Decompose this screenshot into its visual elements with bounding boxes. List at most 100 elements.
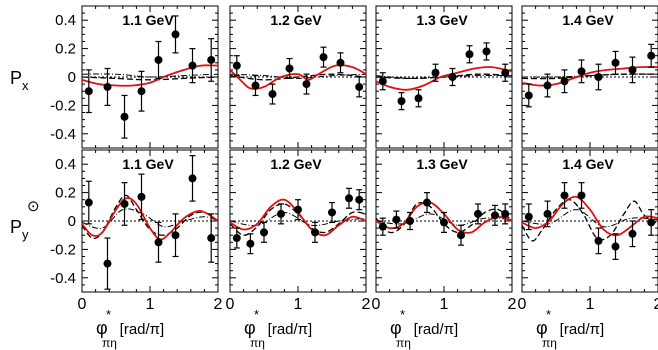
- data-point: [406, 217, 414, 225]
- data-point: [378, 222, 387, 231]
- data-point: [319, 53, 328, 62]
- panel-1-0: 1.1 GeV: [81, 149, 219, 293]
- data-point: [120, 112, 129, 121]
- x-tick-label: 1: [146, 296, 155, 313]
- data-point: [594, 236, 603, 245]
- x-tick-label: 1: [440, 296, 449, 313]
- data-point: [103, 259, 112, 268]
- data-point: [268, 90, 277, 99]
- y-tick-label: 0.2: [55, 41, 76, 58]
- y-tick-label: 0.4: [55, 12, 76, 29]
- data-point: [647, 51, 656, 60]
- data-point: [84, 87, 93, 96]
- panel-0-0: 1.1 GeV: [81, 5, 219, 149]
- data-point: [188, 61, 197, 70]
- panel-plot-area: [376, 192, 512, 246]
- data-point: [501, 68, 510, 77]
- energy-label: 1.2 GeV: [270, 12, 322, 28]
- energy-label: 1.1 GeV: [122, 12, 174, 28]
- data-point: [311, 228, 319, 237]
- panel-0-1: 1.2 GeV: [229, 5, 367, 149]
- labels-layer: 0.40.20-0.2-0.40.40.20-0.2-0.40 1 2 0 1 2 0 1 2 0…: [10, 12, 658, 350]
- data-point: [577, 191, 586, 200]
- row-label-py-symbol: ⊙: [27, 198, 40, 215]
- x-tick-label: 2: [654, 296, 658, 313]
- data-point: [524, 212, 533, 221]
- data-point: [294, 205, 302, 214]
- data-point: [431, 68, 440, 77]
- data-point: [302, 80, 311, 89]
- x-axis-label-sub: πη: [250, 336, 265, 350]
- panel-1-2: 1.3 GeV: [375, 149, 513, 293]
- model-solid-curve: [522, 66, 658, 87]
- data-point: [482, 47, 491, 56]
- x-tick-label: 2: [508, 296, 517, 313]
- data-point: [647, 218, 656, 227]
- x-axis-label-sub: πη: [542, 336, 557, 350]
- x-tick-label: 0: [518, 296, 527, 313]
- y-tick-label: 0: [68, 69, 76, 86]
- panel-plot-area: [82, 155, 218, 290]
- x-tick-label: 2: [362, 296, 371, 313]
- data-point: [246, 239, 255, 248]
- y-tick-label: -0.4: [50, 126, 76, 143]
- data-point: [543, 81, 552, 90]
- model-dash-curve: [522, 73, 658, 80]
- data-point: [336, 58, 345, 67]
- data-point: [355, 82, 364, 91]
- data-point: [285, 64, 294, 73]
- data-point: [137, 87, 146, 96]
- data-point: [355, 195, 364, 204]
- x-tick-label: 0: [372, 296, 381, 313]
- data-point: [457, 231, 465, 240]
- panel-1-3: 1.4 GeV: [521, 149, 658, 293]
- data-point: [103, 82, 112, 91]
- row-label-py: Py: [10, 217, 29, 242]
- data-point: [392, 215, 401, 224]
- panel-plot-area: [82, 15, 218, 139]
- data-point: [594, 73, 603, 81]
- panel-plot-area: [522, 182, 658, 260]
- panel-0-3: 1.4 GeV: [521, 5, 658, 149]
- x-axis-label-star: *: [546, 307, 551, 322]
- data-point: [277, 209, 285, 218]
- panel-plot-area: [230, 187, 366, 255]
- data-point: [628, 65, 637, 74]
- data-point: [448, 73, 457, 81]
- data-point: [611, 58, 620, 67]
- model-solid-curve: [376, 66, 512, 91]
- data-point: [154, 238, 163, 247]
- energy-label: 1.4 GeV: [562, 156, 614, 172]
- y-tick-label: -0.2: [50, 97, 76, 114]
- data-point: [560, 191, 569, 200]
- data-point: [524, 91, 533, 100]
- model-dash-curve: [230, 73, 366, 81]
- model-solid-curve: [522, 195, 658, 237]
- model-solid-curve: [82, 64, 218, 87]
- panel-plot-area: [522, 43, 658, 108]
- data-point: [84, 198, 93, 207]
- y-tick-label: 0.2: [55, 185, 76, 202]
- y-tick-label: 0: [68, 213, 76, 230]
- model-dashdot-curve: [82, 208, 218, 229]
- model-dash-curve: [376, 202, 512, 234]
- data-point: [207, 55, 216, 64]
- y-tick-label: 0.4: [55, 156, 76, 173]
- y-tick-label: -0.2: [50, 241, 76, 258]
- energy-label: 1.4 GeV: [562, 12, 614, 28]
- data-point: [171, 231, 180, 240]
- data-point: [260, 228, 268, 237]
- model-dash-curve: [82, 76, 218, 81]
- data-point: [378, 77, 387, 86]
- data-point: [465, 50, 474, 59]
- x-tick-label: 2: [214, 296, 223, 313]
- x-axis-label: φ [rad/π]: [390, 318, 458, 338]
- data-point: [171, 30, 180, 39]
- x-tick-label: 0: [226, 296, 235, 313]
- data-point: [474, 209, 482, 218]
- data-point: [628, 229, 637, 238]
- x-axis-label-star: *: [400, 307, 405, 322]
- data-point: [397, 97, 406, 106]
- data-point: [611, 242, 620, 251]
- model-solid-curve: [82, 197, 218, 241]
